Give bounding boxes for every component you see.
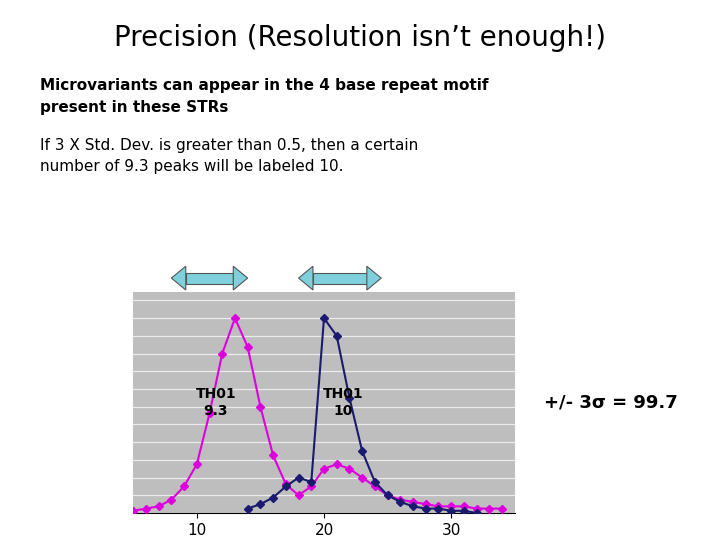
Text: If 3 X Std. Dev. is greater than 0.5, then a certain: If 3 X Std. Dev. is greater than 0.5, th… <box>40 138 418 153</box>
Text: TH01
10: TH01 10 <box>323 387 364 418</box>
FancyArrow shape <box>367 266 382 290</box>
Bar <box>313 273 367 284</box>
FancyArrow shape <box>171 266 186 290</box>
Text: +/- 3σ = 99.7: +/- 3σ = 99.7 <box>544 393 678 411</box>
FancyArrow shape <box>299 266 313 290</box>
Text: TH01
9.3: TH01 9.3 <box>196 387 236 418</box>
Bar <box>186 273 233 284</box>
Text: number of 9.3 peaks will be labeled 10.: number of 9.3 peaks will be labeled 10. <box>40 159 343 174</box>
Text: present in these STRs: present in these STRs <box>40 100 228 115</box>
Text: Microvariants can appear in the 4 base repeat motif: Microvariants can appear in the 4 base r… <box>40 78 488 93</box>
Text: Precision (Resolution isn’t enough!): Precision (Resolution isn’t enough!) <box>114 24 606 52</box>
FancyArrow shape <box>233 266 248 290</box>
